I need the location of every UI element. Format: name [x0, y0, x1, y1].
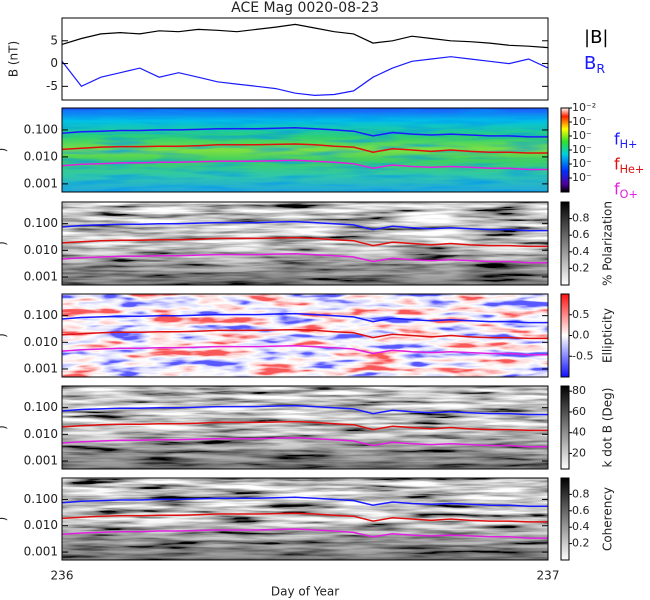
colorbar-tick-label: 0.8: [572, 487, 590, 500]
spectrogram-texture: [62, 108, 548, 192]
y-tick-label: 0.100: [24, 400, 58, 414]
colorbar-label: Ellipticity: [601, 308, 615, 363]
y-tick-label: 5: [50, 33, 58, 47]
y-axis-label: ): [0, 148, 9, 153]
colorbar-tick-label: 0.4: [572, 520, 590, 533]
colorbar-tick-label: 20: [572, 446, 586, 459]
colorbar-tick-label: 0.0: [572, 329, 590, 342]
legend-entry: fO+: [614, 180, 638, 202]
frequency-line: [61, 220, 548, 232]
colorbar-label: % Polarization: [601, 201, 615, 286]
frequency-line: [61, 496, 548, 507]
colorbar-tick-label: -0.5: [572, 349, 593, 362]
y-tick-label: 0.100: [24, 492, 58, 506]
legend-entry: fHe+: [614, 155, 644, 177]
colorbar-tick-label: 0.8: [572, 212, 590, 225]
colorbar: [560, 201, 570, 286]
frequency-line: [61, 528, 548, 539]
frequency-line: [61, 328, 548, 340]
panel-frame: [61, 293, 549, 378]
colorbar-tick-label: 10⁻: [572, 143, 592, 156]
legend-entry: BR: [584, 53, 605, 76]
y-axis-label: B (nT): [7, 41, 21, 77]
panel-frame: [61, 107, 549, 193]
colorbar-tick-label: 80: [572, 384, 586, 397]
panel-frame: [61, 477, 549, 561]
colorbar-tick-label: 10⁻: [572, 171, 592, 184]
data-line: [61, 23, 549, 49]
y-axis-label: ): [0, 333, 9, 338]
colorbar-tick-label: 0.5: [572, 308, 590, 321]
colorbar-tick-label: 60: [572, 405, 586, 418]
colorbar-label: Coherency: [601, 487, 615, 551]
y-tick-label: 0.100: [24, 308, 58, 322]
colorbar-tick-label: 0.6: [572, 504, 590, 517]
y-axis-label: ): [0, 241, 9, 246]
colorbar-tick-label: 0.2: [572, 537, 590, 550]
spectrogram: [62, 294, 548, 377]
legend-entry: fH+: [614, 130, 637, 152]
y-tick-label: 0.100: [24, 216, 58, 230]
colorbar-tick-label: 0.6: [572, 228, 590, 241]
colorbar-tick-label: 10⁻: [572, 115, 592, 128]
frequency-line: [61, 512, 548, 523]
x-tick-label: 236: [51, 569, 74, 583]
x-tick-label: 237: [537, 569, 560, 583]
y-tick-label: 0.001: [24, 361, 58, 375]
frequency-line: [61, 344, 548, 356]
colorbar-tick-label: 0.4: [572, 245, 590, 258]
colorbar-tick-label: 10⁻²: [572, 101, 596, 114]
y-tick-label: 0.001: [24, 176, 58, 190]
frequency-line: [61, 420, 548, 432]
colorbar-tick-label: 40: [572, 426, 586, 439]
y-tick-label: 0.010: [24, 335, 58, 349]
y-tick-label: 0.001: [24, 453, 58, 467]
y-tick-label: 0.001: [24, 269, 58, 283]
spectrogram-shade: [62, 386, 548, 469]
colorbar-label: k dot B (Deg): [601, 388, 615, 468]
chart-title: ACE Mag 0020-08-23: [231, 0, 379, 16]
y-tick-label: 0.010: [24, 149, 58, 163]
y-tick-label: 0.010: [24, 243, 58, 257]
y-tick-label: 0.100: [24, 122, 58, 136]
panel-frame: [61, 17, 549, 101]
colorbar: [560, 477, 570, 561]
colorbar: [560, 293, 570, 378]
y-tick-label: 0.001: [24, 545, 58, 559]
data-line: [61, 56, 549, 97]
y-tick-label: 0: [50, 56, 58, 70]
frequency-line: [61, 159, 548, 171]
panel-frame: [61, 385, 549, 470]
frequency-line: [61, 143, 548, 154]
frequency-line: [61, 312, 548, 324]
frequency-line: [61, 236, 548, 248]
y-tick-label: -5: [46, 79, 58, 93]
y-axis-label: ): [0, 425, 9, 430]
frequency-line: [61, 127, 548, 138]
colorbar-tick-label: 0.2: [572, 261, 590, 274]
frequency-line: [61, 404, 548, 416]
spectrogram-shade: [62, 478, 548, 560]
spectrogram-shade: [62, 202, 548, 285]
panel-frame: [61, 201, 549, 286]
y-tick-label: 0.010: [24, 427, 58, 441]
y-tick-label: 0.010: [24, 518, 58, 532]
colorbar-tick-label: 10⁻: [572, 157, 592, 170]
colorbar: [560, 385, 570, 470]
y-axis-label: ): [0, 517, 9, 522]
frequency-line: [61, 436, 548, 448]
x-axis-label: Day of Year: [271, 585, 339, 599]
colorbar-tick-label: 10⁻: [572, 129, 592, 142]
legend-entry: |B|: [584, 27, 608, 48]
frequency-line: [61, 252, 548, 264]
colorbar: [560, 107, 570, 193]
